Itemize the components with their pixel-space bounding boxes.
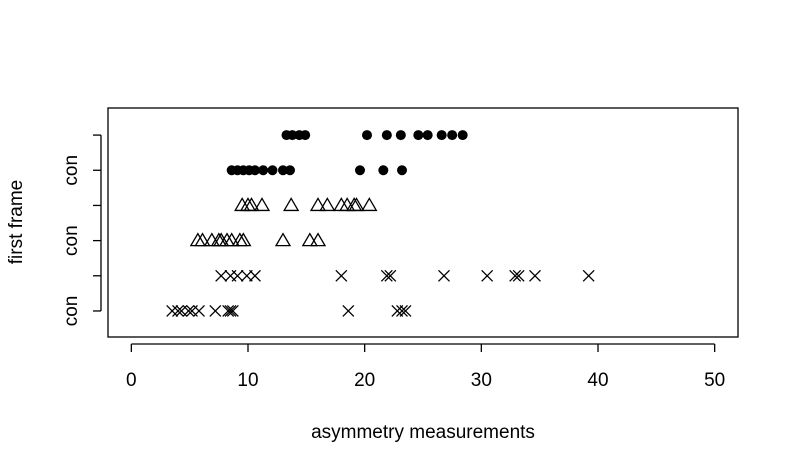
cross-point <box>481 269 494 282</box>
circle-point <box>413 130 424 141</box>
y-tick-label: con <box>61 296 82 327</box>
circle-point <box>447 130 458 141</box>
circle-point <box>278 165 288 176</box>
x-tick-label: 10 <box>237 370 258 391</box>
x-tick-label: 20 <box>354 370 375 391</box>
cross-point <box>226 305 239 317</box>
circle-point <box>422 130 433 141</box>
cross-point <box>209 305 222 317</box>
triangle-point <box>346 197 363 212</box>
cross-point <box>182 305 195 317</box>
cross-point <box>399 305 412 317</box>
triangle-point <box>309 197 327 212</box>
cross-point <box>172 305 184 317</box>
cross-point <box>335 269 348 282</box>
circle-point <box>362 130 372 141</box>
triangle-point <box>301 232 318 247</box>
triangle-point <box>274 232 292 247</box>
plot-frame <box>107 107 739 338</box>
triangle-point <box>235 232 252 247</box>
triangle-point <box>223 232 240 247</box>
cross-point <box>396 305 408 317</box>
cross-point <box>384 269 397 282</box>
x-tick-label: 30 <box>471 370 492 391</box>
circle-point <box>381 130 392 141</box>
triangle-point <box>194 232 211 247</box>
circle-point <box>378 165 389 176</box>
triangle-point <box>319 197 336 212</box>
x-tick-label: 50 <box>704 370 725 391</box>
triangle-point <box>348 197 365 212</box>
circle-point <box>250 165 260 176</box>
triangle-point <box>361 197 378 212</box>
triangle-point <box>253 197 271 212</box>
triangle-point <box>203 232 220 247</box>
circle-point <box>436 130 447 141</box>
y-tick-label: con <box>61 155 82 186</box>
x-tick-label: 0 <box>126 370 137 391</box>
cross-point <box>215 269 228 282</box>
cross-point <box>193 305 205 317</box>
triangle-point <box>283 197 300 212</box>
circle-point <box>457 130 468 141</box>
y-axis-label: first frame <box>6 180 27 264</box>
cross-point <box>529 269 541 282</box>
circle-point <box>285 165 295 176</box>
circle-point <box>355 165 365 176</box>
cross-point <box>249 269 261 282</box>
x-axis-label: asymmetry measurements <box>311 422 535 443</box>
triangle-point <box>243 197 260 212</box>
x-tick-label: 40 <box>587 370 608 391</box>
circle-point <box>300 130 311 141</box>
cross-point <box>582 269 595 282</box>
circle-point <box>397 165 407 176</box>
cross-point <box>509 269 522 282</box>
cross-point <box>224 305 237 317</box>
y-tick-label: con <box>61 225 82 256</box>
circle-point <box>258 165 269 176</box>
circle-point <box>267 165 278 176</box>
cross-point <box>512 269 525 282</box>
triangle-point <box>189 232 206 247</box>
cross-point <box>222 305 235 317</box>
cross-point <box>342 305 355 317</box>
triangle-point <box>309 232 327 247</box>
cross-point <box>438 269 450 282</box>
cross-point <box>166 305 179 317</box>
cross-point <box>380 269 393 282</box>
circle-point <box>287 130 298 141</box>
circle-point <box>395 130 406 141</box>
cross-point <box>231 269 244 282</box>
